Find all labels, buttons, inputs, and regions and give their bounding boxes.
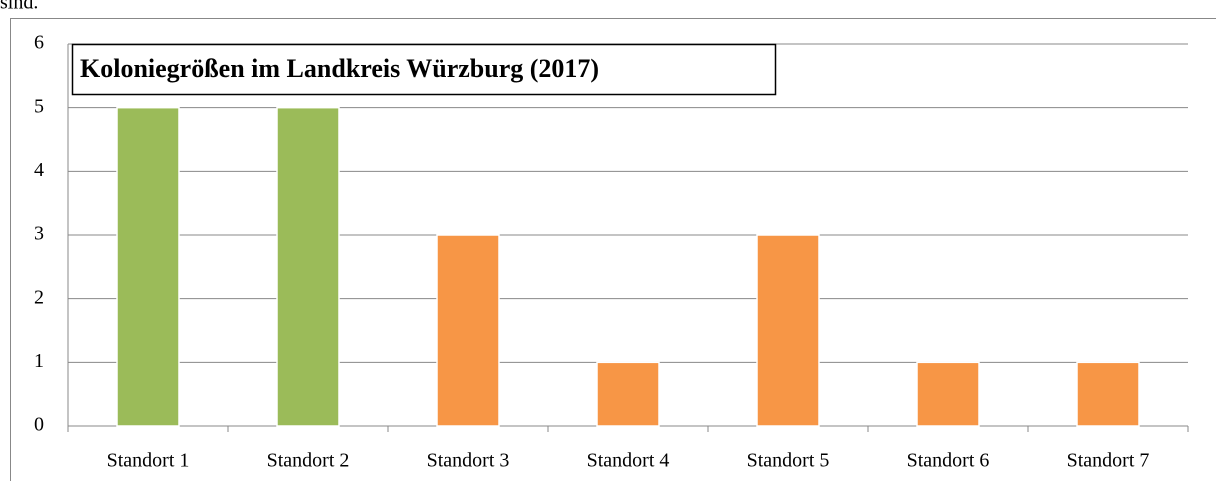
x-tick-label: Standort 6 <box>907 450 990 472</box>
chart-title: Koloniegrößen im Landkreis Würzburg (201… <box>80 54 599 83</box>
bar <box>756 234 820 427</box>
y-tick-label: 4 <box>34 159 44 181</box>
x-tick-label: Standort 4 <box>587 450 670 472</box>
bar <box>596 361 660 427</box>
y-tick-label: 0 <box>34 414 44 436</box>
y-tick-label: 2 <box>34 286 44 308</box>
x-tick-label: Standort 5 <box>747 450 830 472</box>
x-tick-label: Standort 3 <box>427 450 510 472</box>
bar <box>276 106 340 427</box>
bar <box>116 106 180 427</box>
x-tick-label: Standort 1 <box>107 450 190 472</box>
text-fragment: sind. <box>0 0 38 14</box>
bar <box>1076 361 1140 427</box>
bar <box>916 361 980 427</box>
y-tick-label: 6 <box>34 32 44 54</box>
title-box <box>71 43 777 96</box>
bar <box>436 234 500 427</box>
x-tick-label: Standort 2 <box>267 450 350 472</box>
y-tick-label: 5 <box>34 95 44 117</box>
y-tick-label: 3 <box>34 223 44 245</box>
chart-frame <box>10 18 1216 481</box>
y-tick-label: 1 <box>34 350 44 372</box>
x-tick-label: Standort 7 <box>1067 450 1150 472</box>
